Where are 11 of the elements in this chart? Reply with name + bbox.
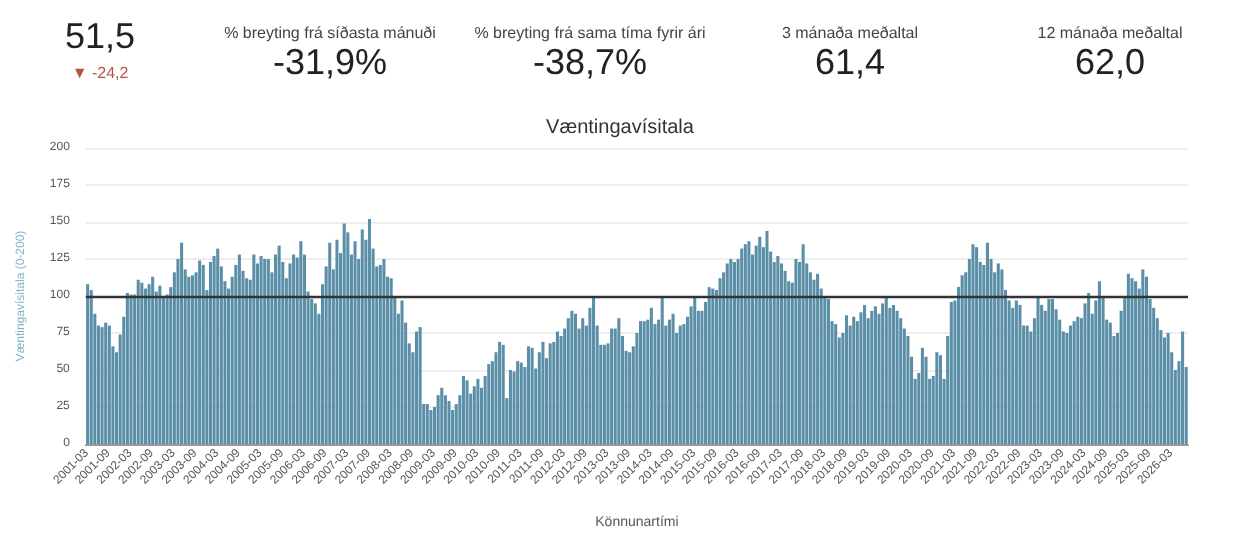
text: ▼ -24,2 [69,64,131,82]
text: 51,5 [62,16,138,58]
text: 61,4 [812,42,888,84]
text: 3 mánaða meðaltal [779,24,921,42]
text: -38,7% [530,42,650,84]
text: 12 mánaða meðaltal [1035,24,1185,42]
text: 62,0 [1072,42,1148,84]
text: % breyting frá sama tíma fyrir ári [472,24,708,42]
chart-title: Væntingavísitala [546,117,695,139]
text: -31,9% [270,42,390,84]
text: % breyting frá síðasta mánuði [222,24,438,42]
